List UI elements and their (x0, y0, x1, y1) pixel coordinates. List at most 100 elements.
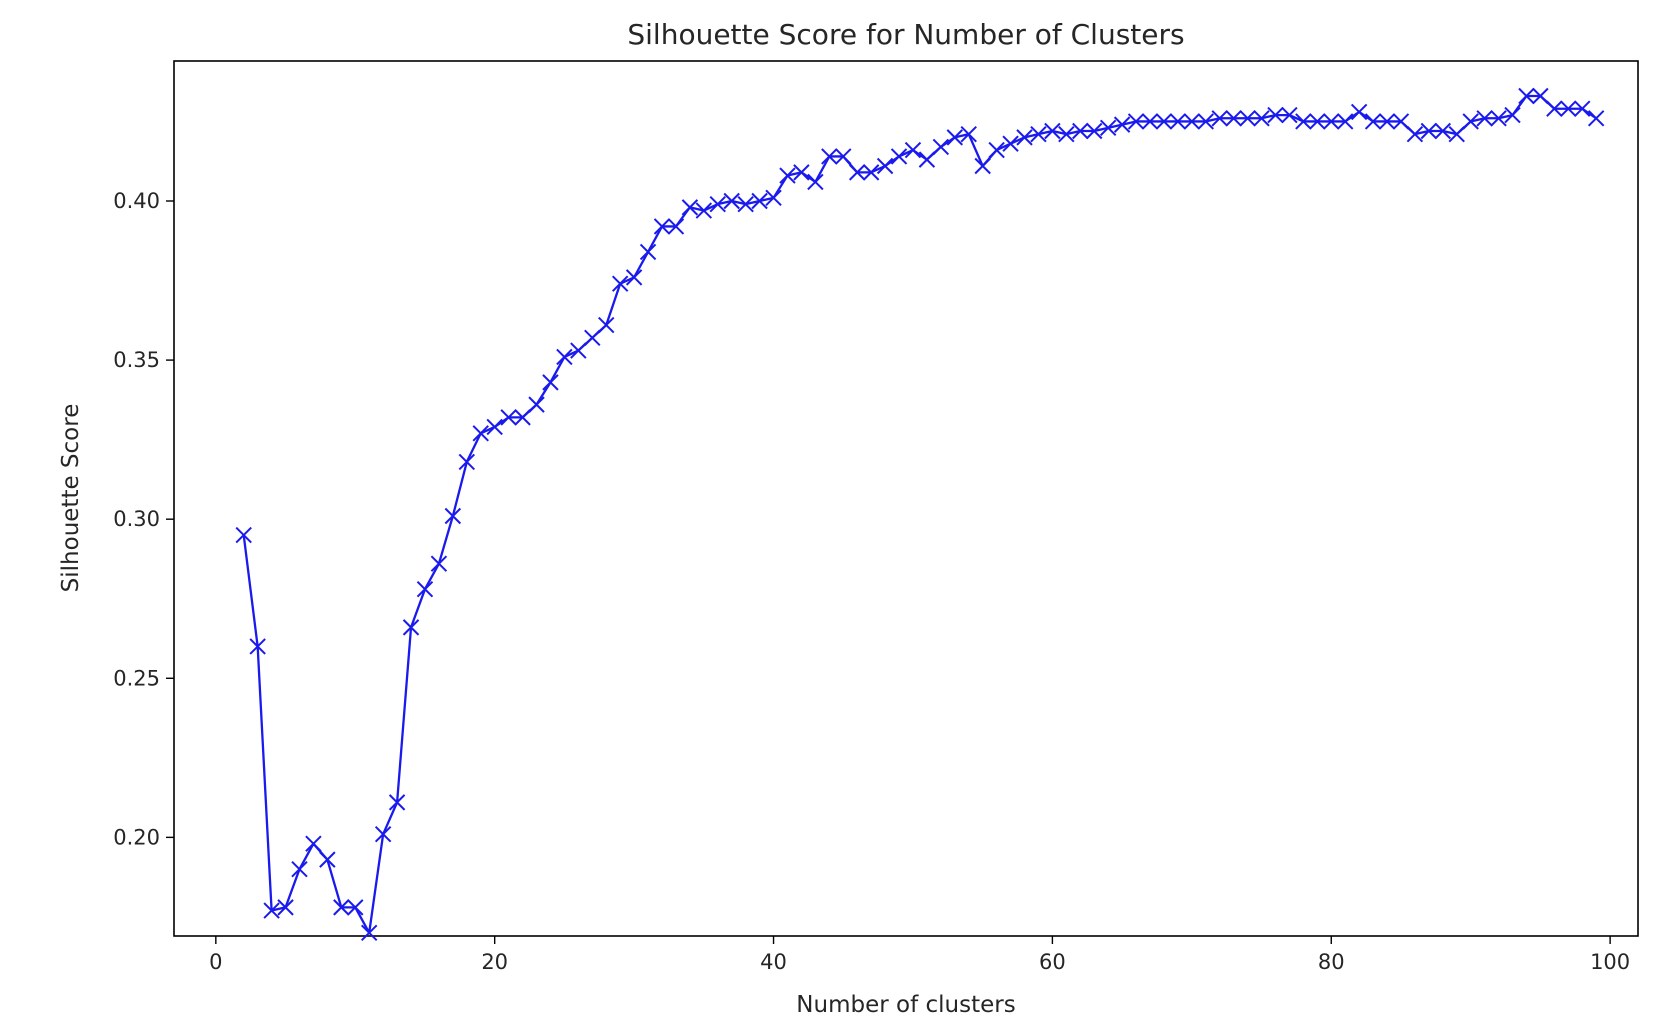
data-point-marker (416, 580, 434, 598)
data-point-marker (723, 192, 740, 210)
data-point-marker (570, 342, 587, 359)
marker-stroke (1225, 110, 1242, 127)
data-point-marker (235, 526, 252, 544)
data-point-marker (1239, 110, 1256, 127)
marker-stroke (1434, 122, 1452, 140)
data-point-marker (918, 151, 936, 168)
marker-stroke (430, 555, 448, 572)
data-point-marker (1281, 106, 1298, 124)
data-point-marker (277, 899, 294, 916)
data-point-marker (528, 396, 545, 413)
data-point-marker (1044, 122, 1061, 140)
data-point-marker (653, 218, 671, 235)
x-axis-ticks: 0 20 40 60 80 100 (209, 936, 1630, 974)
marker-stroke (1295, 113, 1312, 130)
marker-stroke (1267, 106, 1284, 124)
x-tick-label: 40 (760, 950, 787, 974)
data-point-marker (862, 164, 880, 181)
marker-stroke (960, 125, 977, 143)
y-axis-ticks: 0.20 0.25 0.30 0.35 0.40 (113, 189, 174, 849)
data-point-marker (821, 148, 838, 165)
data-point-marker (1574, 100, 1591, 117)
marker-stroke (1336, 113, 1354, 130)
marker-stroke (528, 396, 545, 413)
marker-stroke (848, 164, 866, 181)
marker-stroke (291, 860, 308, 878)
data-point-marker (1532, 87, 1549, 105)
data-point-marker (1016, 129, 1033, 146)
data-point-marker (1225, 110, 1242, 127)
data-point-marker (974, 157, 991, 175)
data-point-marker (737, 195, 754, 213)
data-point-marker (835, 148, 852, 165)
marker-stroke (1127, 113, 1145, 130)
marker-stroke (347, 899, 364, 916)
marker-stroke (1350, 103, 1368, 121)
marker-stroke (918, 151, 936, 168)
data-point-marker (291, 860, 308, 878)
data-point-marker (305, 835, 322, 852)
y-tick-label: 0.40 (113, 189, 160, 213)
marker-stroke (1378, 113, 1396, 130)
data-point-marker (765, 189, 782, 207)
marker-stroke (779, 167, 796, 184)
marker-stroke (416, 580, 434, 598)
marker-stroke (821, 148, 838, 165)
marker-stroke (681, 199, 699, 216)
data-point-marker (263, 902, 280, 919)
data-point-marker (1518, 87, 1535, 105)
marker-stroke (584, 329, 601, 347)
series-line (242, 94, 1597, 934)
marker-stroke (444, 507, 462, 525)
data-point-marker (1378, 113, 1396, 130)
marker-stroke (1323, 113, 1340, 130)
data-point-marker (890, 148, 908, 165)
data-point-marker (1002, 135, 1019, 152)
data-point-marker (751, 192, 768, 210)
marker-stroke (974, 157, 991, 175)
y-tick-label: 0.20 (113, 825, 160, 849)
marker-stroke (1462, 113, 1479, 130)
marker-stroke (319, 851, 336, 868)
marker-stroke (1406, 125, 1424, 143)
marker-stroke (876, 157, 894, 175)
marker-stroke (542, 374, 559, 391)
data-point-marker (333, 899, 350, 916)
marker-stroke (1099, 119, 1117, 137)
data-point-marker (542, 374, 559, 391)
data-point-marker (1030, 125, 1047, 143)
data-point-marker (1406, 125, 1424, 143)
data-point-marker (430, 555, 448, 572)
data-point-marker (1211, 110, 1228, 127)
marker-stroke (1574, 100, 1591, 117)
marker-stroke (1281, 106, 1298, 124)
data-point-marker (1155, 113, 1173, 130)
y-tick-label: 0.25 (113, 666, 160, 690)
marker-stroke (751, 192, 768, 210)
x-tick-label: 0 (209, 950, 222, 974)
marker-stroke (611, 275, 629, 292)
marker-stroke (625, 269, 643, 286)
data-point-marker (1267, 106, 1284, 124)
marker-stroke (249, 638, 266, 655)
marker-stroke (1239, 110, 1256, 127)
marker-stroke (946, 129, 964, 146)
marker-stroke (904, 141, 922, 159)
marker-stroke (263, 902, 280, 919)
data-point-marker (514, 409, 531, 426)
x-tick-label: 80 (1318, 950, 1345, 974)
data-point-marker (1127, 113, 1145, 130)
marker-stroke (793, 164, 810, 181)
x-tick-label: 60 (1039, 950, 1066, 974)
marker-stroke (1518, 87, 1535, 105)
data-point-marker (960, 125, 977, 143)
data-point-marker (1169, 113, 1187, 130)
data-point-marker (793, 164, 810, 181)
marker-stroke (1448, 125, 1465, 143)
marker-stroke (458, 453, 476, 471)
data-point-marker (848, 164, 866, 181)
data-point-marker (807, 173, 824, 191)
data-point-marker (388, 794, 406, 811)
